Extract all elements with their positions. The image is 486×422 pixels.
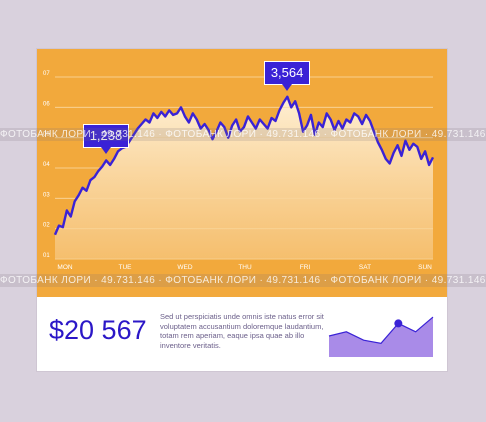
mini-line (328, 316, 434, 345)
x-tick-label: SUN (418, 264, 432, 271)
series-line (53, 95, 435, 236)
y-tick-label: 01 (43, 253, 50, 259)
line-chart: 01 02 03 04 05 06 07 MON TUE WED THU FRI SAT SUN (43, 71, 435, 271)
x-tick-label: THU (238, 264, 252, 271)
y-tick-label: 06 (43, 101, 50, 107)
x-tick-label: FRI (300, 264, 311, 271)
x-tick-label: SAT (359, 264, 371, 271)
y-tick-label: 05 (43, 132, 50, 138)
summary-description: Sed ut perspiciatis unde omnis iste natu… (160, 312, 324, 350)
value-callout: 1,238 (82, 124, 130, 155)
x-tick-label: MON (57, 264, 72, 271)
x-tick-label: WED (177, 264, 192, 271)
total-amount: $20 567 (49, 315, 147, 345)
watermark-bottom: ФОТОБАНК ЛОРИ · 49.731.146 · ФОТОБАНК ЛО… (0, 274, 486, 287)
dashboard-card: 01 02 03 04 05 06 07 MON TUE WED THU FRI SAT SUN 1,23… (37, 49, 447, 371)
value-callout: 3,564 (263, 60, 311, 91)
watermark-top: ФОТОБАНК ЛОРИ · 49.731.146 · ФОТОБАНК ЛО… (0, 128, 486, 141)
summary-footer: $20 567 Sed ut perspiciatis unde omnis i… (37, 297, 447, 371)
y-tick-label: 07 (43, 71, 50, 77)
area-fill (55, 96, 433, 259)
line-chart-panel: 01 02 03 04 05 06 07 MON TUE WED THU FRI SAT SUN 1,23… (37, 49, 447, 297)
mini-area (329, 317, 433, 357)
y-tick-label: 04 (43, 162, 50, 168)
mini-marker (394, 319, 403, 328)
x-tick-label: TUE (119, 264, 133, 271)
y-tick-label: 03 (43, 192, 50, 198)
mini-area-chart (328, 316, 434, 357)
y-tick-label: 02 (43, 223, 50, 229)
